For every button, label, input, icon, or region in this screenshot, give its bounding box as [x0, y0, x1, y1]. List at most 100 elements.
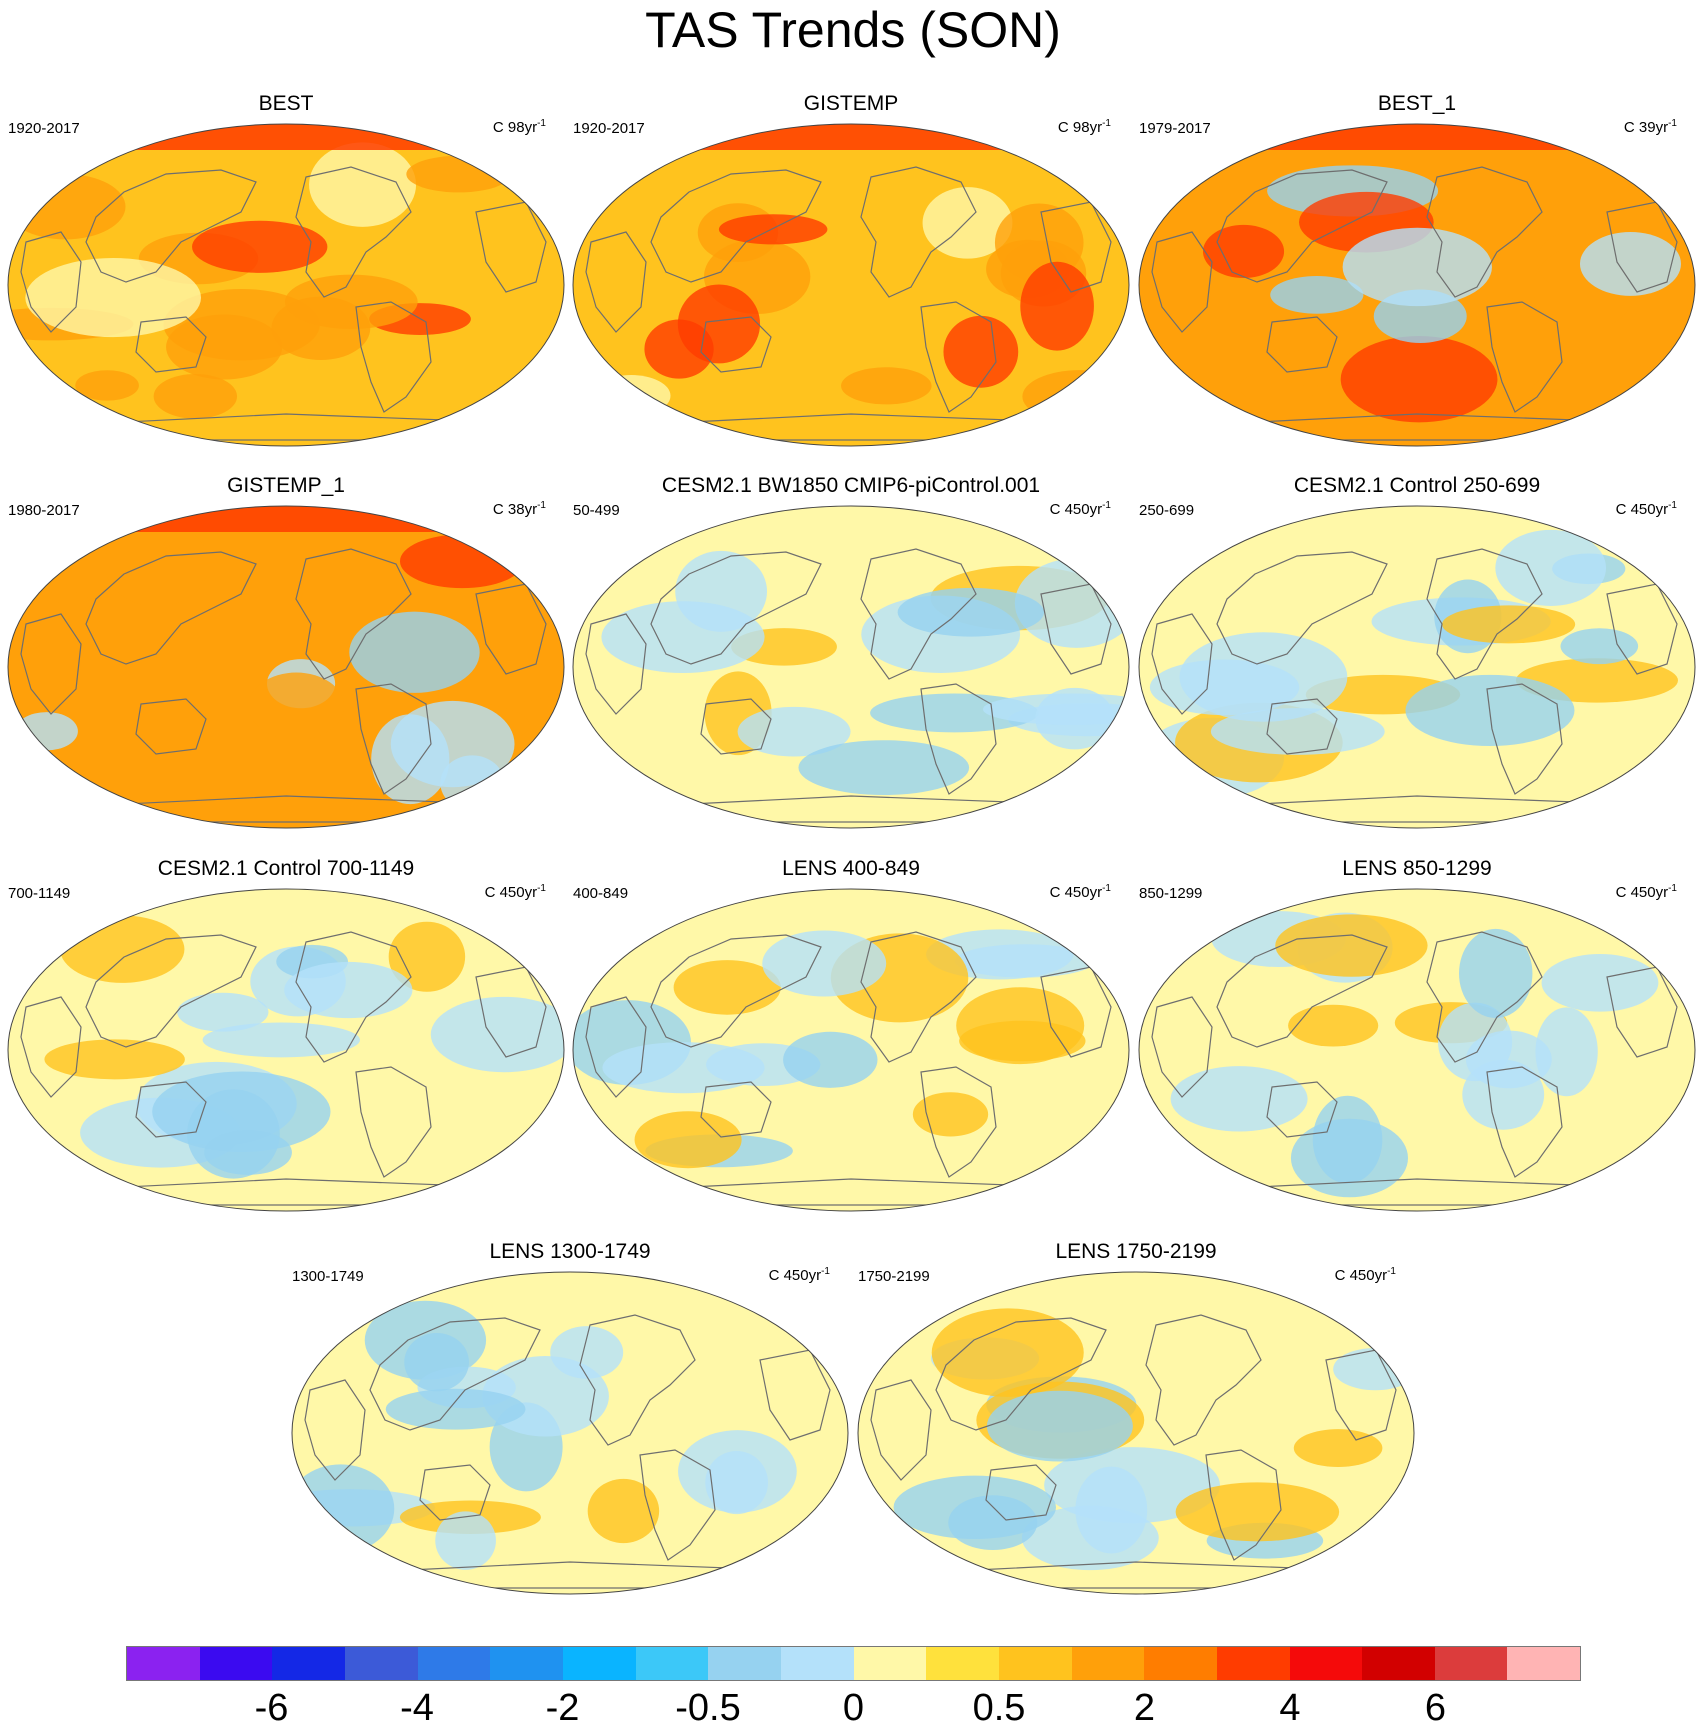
map-border — [857, 1271, 1415, 1595]
panel-period: 50-499 — [573, 502, 620, 519]
coastline — [295, 931, 412, 1063]
panel-units-text: C 450yr — [768, 1267, 822, 1284]
panel-units: C 98yr-1 — [493, 114, 546, 138]
coastline — [639, 1449, 716, 1561]
trend-region — [430, 996, 564, 1073]
colorbar-box — [1144, 1647, 1217, 1680]
trend-region — [893, 1475, 1056, 1540]
coastline — [135, 1081, 207, 1138]
coastline — [1426, 166, 1543, 298]
colorbar-box — [127, 1647, 200, 1680]
panel-units-exponent: -1 — [1102, 500, 1111, 511]
coastline — [1151, 231, 1213, 333]
panel-title: BEST_1 — [1377, 92, 1457, 115]
panel-period: 1980-2017 — [8, 502, 80, 519]
panel-units: C 450yr-1 — [1050, 879, 1111, 903]
trend-region — [1465, 1030, 1552, 1089]
world-map — [7, 123, 565, 447]
colorbar-box — [1362, 1647, 1435, 1680]
trend-region — [284, 274, 418, 330]
panel-units-exponent: -1 — [537, 500, 546, 511]
coastline — [920, 683, 997, 795]
map-panel: CESM2.1 Control 250-699 250-699 C 450yr-1 — [1137, 474, 1697, 830]
panel-units: C 450yr-1 — [485, 879, 546, 903]
world-map — [572, 888, 1130, 1212]
trend-region — [601, 601, 765, 674]
colorbar-tick-label: 0 — [842, 1687, 865, 1729]
coastline — [1151, 613, 1213, 715]
trend-region — [931, 1308, 1084, 1397]
panel-units-text: C 450yr — [1615, 501, 1669, 518]
trend-region — [1075, 1466, 1148, 1554]
panel-units-text: C 450yr — [1334, 1267, 1388, 1284]
map-panel: LENS 850-1299 850-1299 C 450yr-1 — [1137, 857, 1697, 1213]
trend-region — [1293, 1429, 1383, 1467]
map-border — [572, 888, 1130, 1212]
map-panel: BEST 1920-2017 C 98yr-1 — [6, 92, 566, 448]
coastline — [135, 698, 207, 755]
coastline — [860, 931, 977, 1063]
coastline — [1486, 301, 1563, 413]
colorbar-box — [998, 1647, 1072, 1680]
coastline — [85, 169, 257, 283]
panel-units-exponent: -1 — [537, 118, 546, 129]
trend-region — [1531, 361, 1680, 426]
colorbar-tick-label: 2 — [1133, 1687, 1156, 1729]
trend-region — [60, 915, 185, 983]
map-panel: GISTEMP_1 1980-2017 C 38yr-1 — [6, 474, 566, 830]
panel-units: C 450yr-1 — [1050, 496, 1111, 520]
coastline — [1486, 683, 1563, 795]
panel-period: 250-699 — [1139, 502, 1195, 519]
map-border — [7, 505, 565, 829]
panel-units-exponent: -1 — [1668, 118, 1677, 129]
coastline — [700, 316, 772, 373]
trend-region — [943, 315, 1019, 388]
panel-units: C 39yr-1 — [1624, 114, 1677, 138]
coastline — [935, 1317, 1107, 1431]
map-panel: LENS 400-849 400-849 C 450yr-1 — [571, 857, 1131, 1213]
map-border — [572, 505, 1130, 829]
trend-region — [44, 1039, 185, 1080]
colorbar-tick-label: 0.5 — [972, 1687, 1026, 1729]
coastline — [85, 934, 257, 1048]
trend-region — [737, 706, 851, 757]
colorbar-tick-label: 4 — [1279, 1687, 1301, 1729]
coastline — [1266, 698, 1338, 755]
world-map — [857, 1271, 1415, 1595]
panel-period: 1920-2017 — [573, 120, 645, 137]
map-border — [291, 1271, 849, 1595]
trend-region — [104, 521, 209, 607]
coastline — [585, 996, 647, 1098]
panel-units: C 98yr-1 — [1058, 114, 1111, 138]
panel-units-exponent: -1 — [821, 1266, 830, 1277]
colorbar-box — [199, 1647, 273, 1680]
trend-region — [1149, 659, 1300, 716]
trend-region — [673, 960, 781, 1015]
colorbar-box — [708, 1647, 781, 1680]
coastline — [304, 1379, 366, 1481]
panel-units-text: C 450yr — [1049, 501, 1103, 518]
panel-units-exponent: -1 — [1668, 883, 1677, 894]
trend-region — [783, 1031, 878, 1088]
colorbar-box — [417, 1647, 491, 1680]
coastline — [920, 1066, 997, 1178]
colorbar-box — [562, 1647, 636, 1680]
panel-period: 850-1299 — [1139, 885, 1203, 902]
world-map — [7, 888, 565, 1212]
panel-title: GISTEMP_1 — [227, 474, 345, 497]
coastline — [650, 934, 822, 1048]
panel-units: C 450yr-1 — [769, 1262, 830, 1286]
panel-units-text: C 38yr — [492, 501, 538, 518]
trend-region — [959, 1020, 1086, 1062]
trend-region — [634, 1111, 742, 1169]
trend-region — [385, 1388, 526, 1430]
trend-region — [177, 992, 269, 1032]
trend-region — [677, 284, 761, 364]
coastline — [355, 1066, 432, 1178]
coastline — [1151, 996, 1213, 1098]
panel-units-text: C 450yr — [1049, 884, 1103, 901]
panel-title: CESM2.1 Control 700-1149 — [157, 857, 415, 880]
trend-region — [1458, 928, 1533, 1018]
coastline — [860, 548, 977, 680]
trend-region — [406, 155, 511, 193]
